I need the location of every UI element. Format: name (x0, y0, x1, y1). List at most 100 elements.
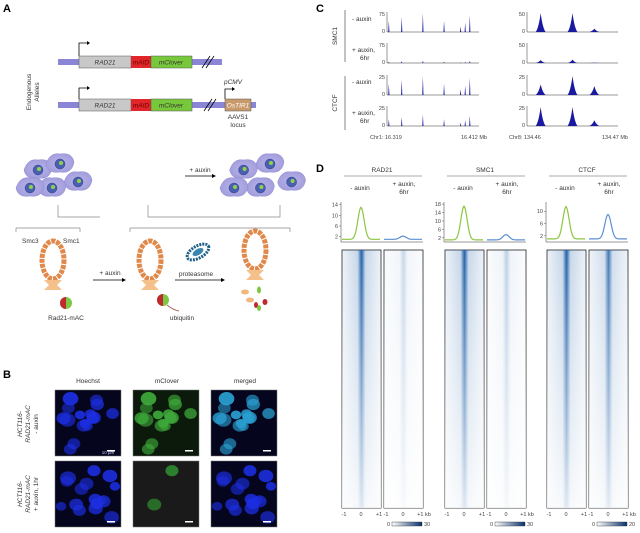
colorbar-min: 0 (592, 522, 595, 528)
track-peak (422, 13, 424, 32)
break-icon (201, 55, 215, 69)
panel-a-cohesin: Smc3 Smc1 + auxin proteasome Rad21-mAC u… (22, 228, 269, 322)
right-x-start: Chr8: 134.46 (509, 135, 541, 141)
x-tick: 0 (606, 512, 609, 518)
track-peak (401, 61, 403, 63)
auxin-label-2: + auxin (99, 270, 121, 277)
y-tick: 6 (438, 227, 441, 233)
y-tick: 18 (435, 202, 441, 208)
x-tick: 0 (359, 512, 362, 518)
track-peak (464, 61, 466, 63)
y-tick: 6 (335, 224, 338, 230)
y-min-label: 0 (382, 60, 385, 66)
promoter-arrow-icon (224, 88, 233, 99)
y-tick: 10 (537, 209, 543, 215)
track-peak (388, 119, 390, 126)
ubiquitin-label: ubiquitin (170, 315, 195, 322)
x-tick: -1 (487, 512, 492, 518)
track-axis (386, 12, 479, 33)
track-peak (464, 22, 466, 32)
profile-plus-auxin (384, 235, 422, 240)
smc1-label: Smc1 (63, 238, 80, 245)
protein-title: CTCF (578, 167, 595, 174)
track-peak (464, 85, 466, 95)
group-label-ctcf: CTCF (332, 94, 339, 111)
panel-label-c: C (316, 3, 324, 15)
track-peak (401, 79, 403, 95)
rad21-mac-label: Rad21-mAC (48, 315, 84, 322)
x-tick: -1 (547, 512, 552, 518)
track-peak (443, 20, 445, 32)
reporter-label: mClover (159, 103, 184, 110)
reporter-label: mClover (159, 60, 184, 67)
track-peak (469, 77, 471, 95)
track-axis (526, 106, 618, 127)
column-header-mclover: mClover (155, 378, 180, 385)
scale-bar (107, 450, 115, 452)
condition-label: 6hr (360, 55, 370, 62)
group-label-smc1: SMC1 (332, 27, 339, 45)
scale-bar (185, 521, 193, 523)
profile-minus-auxin (547, 205, 585, 240)
x-tick: +1 (581, 512, 587, 518)
side-label-alleles: Alleles (34, 82, 41, 102)
x-tick: +1 (479, 512, 485, 518)
track-peak (388, 61, 390, 63)
track-peak (469, 115, 471, 126)
smc3-label: Smc3 (22, 238, 39, 245)
track-peak (422, 60, 424, 63)
proteasome-label: proteasome (179, 271, 214, 278)
maid-box (131, 56, 151, 68)
condition-plus: + auxin, (496, 181, 519, 188)
panel-label-d: D (316, 163, 324, 175)
condition-minus: - auxin (555, 185, 575, 192)
condition-label: + auxin, (352, 47, 375, 54)
x-tick: +1 (376, 512, 382, 518)
tag-label: mAID (133, 60, 150, 67)
condition-plus-time: 6hr (502, 189, 512, 196)
y-tick: 2 (540, 234, 543, 240)
track-peak (401, 16, 403, 32)
gene-label: RAD21 (95, 60, 116, 67)
y-tick: 14 (435, 211, 441, 217)
condition-plus-time: 6hr (399, 189, 409, 196)
track-peak (388, 20, 390, 32)
track-peak (535, 107, 546, 126)
protein-title: SMC1 (476, 167, 494, 174)
y-max-label: 75 (379, 43, 385, 49)
panel-a-constructs: Endogenous Alleles RAD21 mAID mClover RA… (26, 41, 256, 129)
track-peak (567, 13, 578, 32)
colorbar-min: 0 (490, 522, 493, 528)
track-peak (589, 120, 600, 126)
row-label: HCT116- (17, 410, 24, 437)
colorbar-max: 30 (424, 522, 430, 528)
scale-bar-label: 10 µm (102, 450, 115, 455)
track-peak (422, 114, 424, 126)
colorbar (391, 521, 423, 527)
y-max-label: 25 (519, 75, 525, 81)
condition-minus: - auxin (350, 185, 370, 192)
track-peak (567, 59, 578, 63)
y-max-label: 25 (379, 75, 385, 81)
track-peak (443, 83, 445, 95)
mclover-box (150, 98, 193, 112)
y-min-label: 0 (382, 123, 385, 129)
track-axis (386, 75, 479, 96)
y-min-label: 0 (522, 92, 525, 98)
condition-label: + auxin, (352, 110, 375, 117)
mclover-box (150, 55, 193, 69)
y-max-label: 25 (379, 106, 385, 112)
cohesin-ring-icon (136, 238, 164, 282)
x-tick: 0 (564, 512, 567, 518)
colorbar-min: 0 (387, 522, 390, 528)
arrow-icon (122, 278, 126, 282)
profile-minus-auxin (342, 206, 380, 240)
left-x-start: Chr1: 16.319 (370, 135, 402, 141)
y-min-label: 0 (522, 60, 525, 66)
colorbar (596, 521, 628, 527)
y-tick: 10 (435, 219, 441, 225)
right-x-end: 134.47 Mb (602, 135, 628, 141)
locus-label: AAVS1 (228, 114, 249, 121)
